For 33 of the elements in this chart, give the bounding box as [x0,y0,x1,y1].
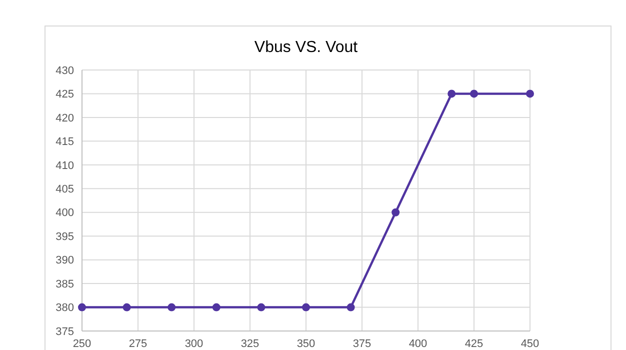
x-tick-label: 350 [296,338,316,350]
y-tick-label: 430 [56,64,74,77]
x-tick-label: 300 [184,338,204,350]
point [78,303,86,312]
y-tick-label: 385 [56,278,74,290]
y-tick-label: 400 [56,207,74,220]
y-tick-label: 380 [56,302,74,314]
point [212,303,220,312]
y-tick-label: 410 [56,160,74,172]
x-tick-label: 450 [520,338,540,350]
point [168,303,176,312]
x-tick-label: 250 [72,338,92,350]
x-tick-label: 425 [464,338,484,350]
y-tick-label: 425 [56,88,74,101]
y-tick-label: 395 [56,230,74,243]
point [302,303,310,312]
point [392,208,400,216]
y-tick-label: 405 [56,183,74,196]
point [470,90,478,98]
x-tick-label: 375 [352,338,372,350]
x-tick-label: 275 [128,338,148,350]
chart-title: Vbus VS. Vout [254,39,358,56]
point [448,90,456,98]
point [122,303,131,312]
y-tick-label: 420 [56,112,74,124]
point [526,90,534,98]
x-tick-label: 400 [408,338,428,350]
point [257,303,266,312]
y-tick-label: 415 [56,136,74,148]
x-tick-label: 325 [240,338,260,350]
y-tick-label: 390 [56,254,74,267]
y-tick-label: 375 [56,326,74,338]
point [346,303,355,312]
